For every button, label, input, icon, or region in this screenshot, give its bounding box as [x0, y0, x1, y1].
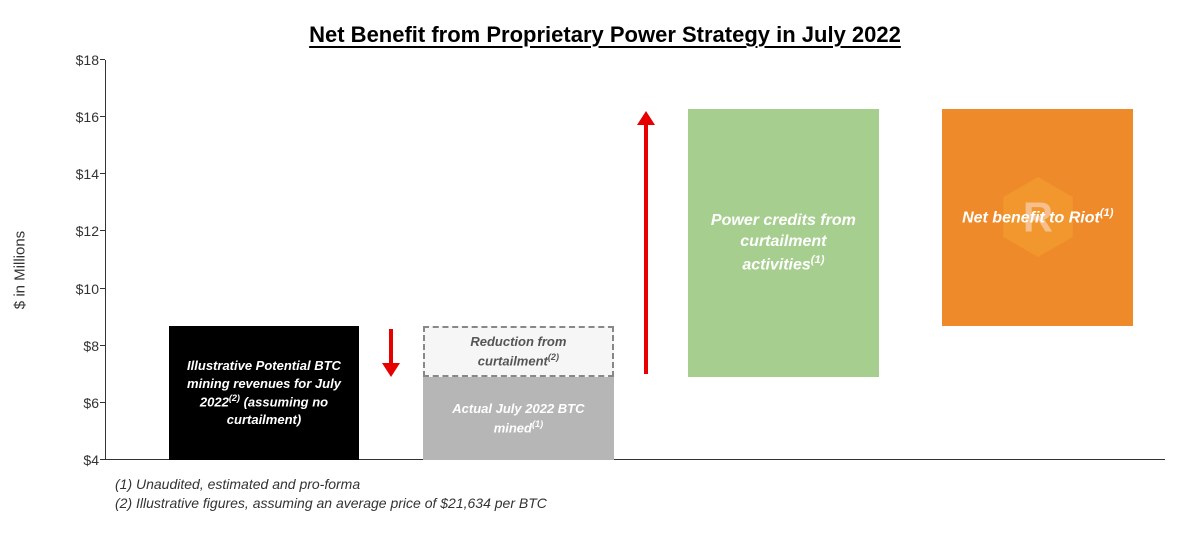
ytick-label: $8 [83, 338, 99, 354]
ytick-mark [100, 345, 105, 346]
ytick-label: $18 [76, 52, 99, 68]
bar-label-credits: Power credits from curtailment activitie… [698, 210, 869, 276]
arrow-down-icon [389, 329, 393, 366]
footnote-1: (1) Unaudited, estimated and pro-forma [115, 475, 547, 495]
ytick-label: $16 [76, 109, 99, 125]
ytick-mark [100, 230, 105, 231]
ytick-label: $6 [83, 395, 99, 411]
bar-reduction: Reduction from curtailment(2) [423, 326, 614, 377]
plot-area: $4$6$8$10$12$14$16$18Illustrative Potent… [105, 60, 1165, 460]
bar-label-net: Net benefit to Riot(1) [962, 206, 1113, 229]
footnote-2: (2) Illustrative figures, assuming an av… [115, 494, 547, 514]
ytick-mark [100, 59, 105, 60]
ytick-label: $12 [76, 223, 99, 239]
bar-label-potential: Illustrative Potential BTC mining revenu… [179, 357, 350, 429]
ytick-mark [100, 173, 105, 174]
ytick-mark [100, 402, 105, 403]
chart-title: Net Benefit from Proprietary Power Strat… [30, 22, 1180, 48]
chart-container: Net Benefit from Proprietary Power Strat… [30, 10, 1180, 530]
ytick-label: $10 [76, 281, 99, 297]
ytick-mark [100, 459, 105, 460]
arrow-up-icon [644, 123, 648, 374]
bar-potential: Illustrative Potential BTC mining revenu… [169, 326, 360, 460]
bar-label-reduction: Reduction from curtailment(2) [435, 333, 602, 369]
footnotes: (1) Unaudited, estimated and pro-forma (… [115, 475, 547, 514]
y-axis-line [105, 60, 106, 460]
ytick-mark [100, 116, 105, 117]
bar-credits: Power credits from curtailment activitie… [688, 109, 879, 378]
bar-net: RNet benefit to Riot(1) [942, 109, 1133, 326]
bar-actual: Actual July 2022 BTC mined(1) [423, 377, 614, 460]
bar-label-actual: Actual July 2022 BTC mined(1) [433, 400, 604, 436]
ytick-mark [100, 288, 105, 289]
y-axis-label: $ in Millions [12, 231, 29, 309]
ytick-label: $4 [83, 452, 99, 468]
ytick-label: $14 [76, 166, 99, 182]
